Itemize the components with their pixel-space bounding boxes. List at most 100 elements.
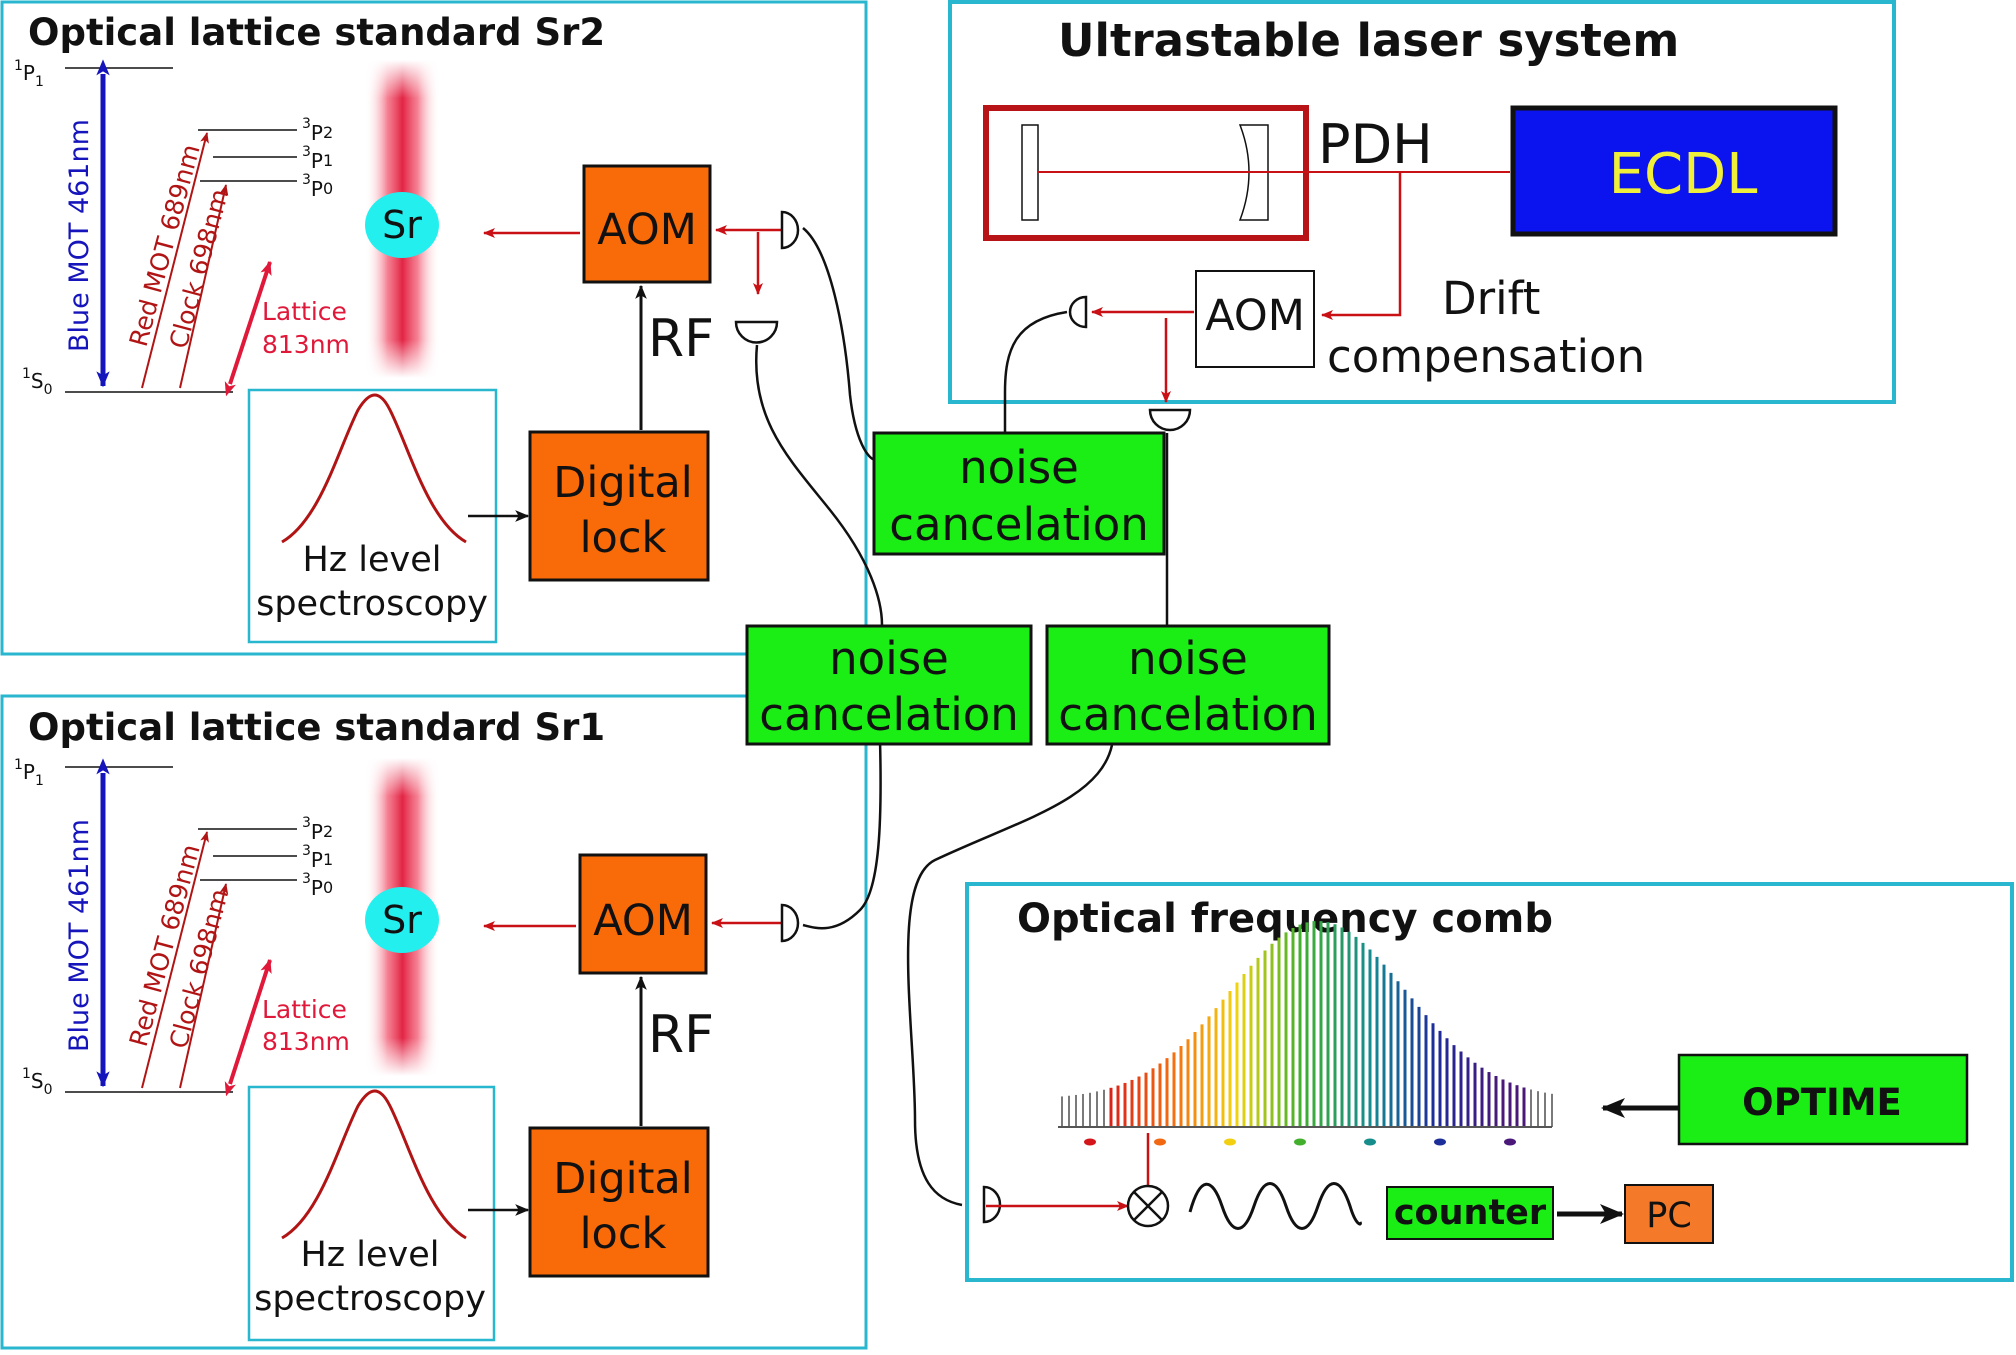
fiber-links	[754, 227, 1169, 1207]
sr2-level-1s0-label: 1S0	[22, 366, 53, 398]
sr2-level-3p2-label: 3P2	[302, 116, 333, 145]
sr1-lattice-arrow	[224, 958, 272, 1097]
noise-cancelation-box-left	[745, 624, 1033, 746]
sr2-lattice-arrow	[224, 260, 272, 397]
sr2-sr-atom-label: Sr	[382, 203, 422, 247]
sr2-frame	[0, 0, 868, 656]
beat-signal-waveform	[1188, 1182, 1362, 1230]
sr2-digital-lock-label-1: Digital	[553, 458, 692, 508]
sr1-sr-atom-label: Sr	[382, 898, 422, 942]
sr2-blue-mot-label: Blue MOT 461nm	[64, 119, 95, 352]
noise-cancelation-top-label-1: noise	[959, 441, 1079, 494]
sr1-spectroscopy-box	[247, 1085, 496, 1342]
sr2-level-1p1-label: 1P1	[14, 58, 44, 90]
drift-aom-box	[1195, 270, 1315, 368]
sr1-level-3p1-label: 3P1	[302, 843, 333, 872]
sr1-panel: Optical lattice standard Sr1 1P1 1S0 3P2…	[14, 706, 800, 1342]
noise-cancelation-box-top	[872, 431, 1166, 556]
sr2-level-3p0-label: 3P0	[302, 172, 333, 201]
sr2-aom-label: AOM	[597, 205, 697, 255]
sr2-rf-label: RF	[648, 309, 714, 369]
sr1-aom-label: AOM	[593, 896, 693, 946]
fiber-sr2-return-detector	[754, 344, 884, 626]
sr2-title: Optical lattice standard Sr2	[28, 11, 605, 54]
pc-label: PC	[1646, 1196, 1692, 1236]
drift-label-2: compensation	[1327, 330, 1645, 383]
sr2-sr-atom	[365, 192, 439, 258]
laser-fiber-coupler-left	[1068, 295, 1088, 329]
sr1-red-mot-arrow	[141, 831, 209, 1089]
sr2-digital-lock-label-2: lock	[580, 513, 667, 563]
comb-marker-dot	[1084, 1138, 1096, 1146]
sr2-spectroscopy-label-1: Hz level	[302, 540, 441, 580]
drift-pickoff-beam	[1321, 172, 1402, 320]
sr1-level-1p1-label: 1P1	[14, 757, 44, 789]
sr1-lattice-label-1: Lattice	[262, 995, 347, 1024]
counter-label: counter	[1394, 1193, 1547, 1233]
comb-marker-dot	[1364, 1138, 1376, 1146]
sr1-aom-box	[578, 853, 708, 975]
counter-box	[1386, 1186, 1554, 1240]
sr2-clock-arrow	[179, 184, 229, 389]
drift-label-1: Drift	[1442, 272, 1540, 325]
sr2-aom-box	[582, 164, 712, 284]
sr1-sr-atom	[365, 887, 439, 953]
sr1-digital-lock-label-1: Digital	[553, 1154, 692, 1204]
sr1-level-3p2-label: 3P2	[302, 815, 333, 844]
comb-marker-dot	[1434, 1138, 1446, 1146]
laser-title: Ultrastable laser system	[1058, 14, 1679, 67]
comb-spectrum	[1061, 921, 1553, 1146]
noise-cancelation-left-label-2: cancelation	[759, 688, 1019, 741]
sr1-spectroscopy-label-2: spectroscopy	[254, 1279, 486, 1319]
comb-marker-dot	[1504, 1138, 1516, 1146]
sr1-frame	[0, 694, 868, 1350]
sr2-fiber-coupler-down	[734, 320, 779, 344]
sr2-lattice-label-2: 813nm	[262, 330, 350, 359]
sr1-spectroscopy-label-1: Hz level	[300, 1235, 439, 1275]
noise-cancelation-left-label-1: noise	[829, 632, 949, 685]
comb-fiber-coupler	[982, 1185, 1002, 1224]
sr2-level-3p1-label: 3P1	[302, 144, 333, 173]
ecdl-label: ECDL	[1609, 142, 1758, 207]
drift-aom-label: AOM	[1205, 291, 1305, 341]
optime-label: OPTIME	[1742, 1081, 1902, 1124]
noise-cancelation-box-right	[1045, 624, 1331, 746]
cavity-flat-mirror	[1021, 124, 1039, 221]
comb-marker-dot	[1294, 1138, 1306, 1146]
sr2-lorentzian-curve	[281, 393, 467, 544]
sr1-rf-label: RF	[648, 1005, 714, 1065]
pdh-label: PDH	[1318, 113, 1433, 176]
sr1-title: Optical lattice standard Sr1	[28, 706, 605, 749]
sr2-lattice-label-1: Lattice	[262, 297, 347, 326]
comb-frame	[965, 882, 2014, 1282]
comb-marker-dot	[1224, 1138, 1236, 1146]
fiber-sr2-aom-detector	[802, 227, 877, 462]
fiber-sr1-aom-detector	[802, 739, 882, 930]
noise-cancelation-top-label-2: cancelation	[889, 498, 1149, 551]
laser-panel: Ultrastable laser system PDH ECDL AOM Dr…	[983, 14, 1838, 432]
sr1-clock-arrow	[179, 883, 229, 1089]
sr1-lattice-label-2: 813nm	[262, 1027, 350, 1056]
optime-box	[1677, 1053, 1969, 1146]
sr2-spectroscopy-label-2: spectroscopy	[256, 584, 488, 624]
laser-fiber-coupler-down	[1148, 408, 1192, 432]
sr1-blue-mot-label: Blue MOT 461nm	[64, 819, 95, 1052]
sr2-fiber-coupler-right	[780, 210, 800, 250]
fiber-laser-detector	[1003, 310, 1068, 433]
sr2-spectroscopy-box	[247, 388, 498, 644]
fiber-comb-detector	[906, 744, 1114, 1207]
ecdl-box	[1510, 105, 1838, 237]
sr1-level-1s0-label: 1S0	[22, 1066, 53, 1098]
sr2-red-mot-arrow	[141, 132, 209, 389]
comb-panel: Optical frequency comb OPTIME counter PC	[982, 896, 1969, 1244]
sr2-panel: Optical lattice standard Sr2 1P1 1S0 3P2…	[14, 11, 800, 644]
pc-box	[1624, 1184, 1714, 1244]
sr1-lorentzian-curve	[281, 1089, 467, 1240]
noise-cancelation-units: noise cancelation noise cancelation nois…	[745, 431, 1331, 746]
sr1-fiber-coupler	[780, 903, 800, 943]
sr2-digital-lock-box	[528, 430, 710, 582]
noise-cancelation-right-label-1: noise	[1128, 632, 1248, 685]
sr1-digital-lock-box	[528, 1126, 710, 1278]
sr1-level-3p0-label: 3P0	[302, 871, 333, 900]
